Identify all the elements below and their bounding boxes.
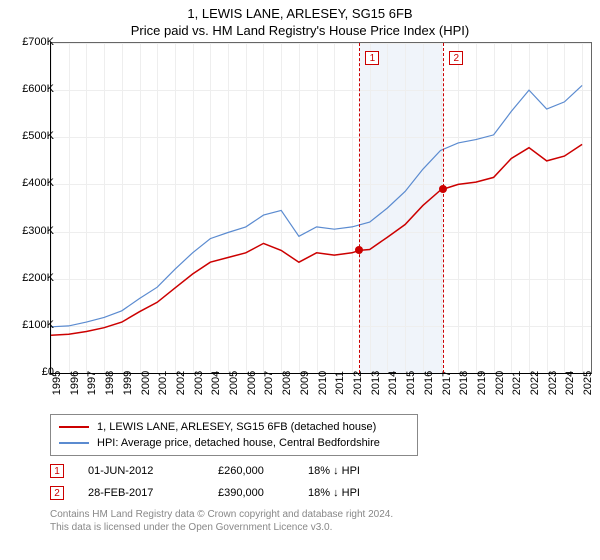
series-line-property — [51, 144, 582, 335]
x-axis-tick-label: 2021 — [511, 371, 523, 395]
chart-plot-area: 1995199619971998199920002001200220032004… — [50, 42, 592, 374]
x-axis-tick-label: 2001 — [157, 371, 169, 395]
legend-swatch — [59, 442, 89, 444]
x-axis-tick-label: 2004 — [210, 371, 222, 395]
sale-delta: 18% ↓ HPI — [308, 487, 438, 499]
sale-row-marker: 2 — [50, 486, 64, 500]
legend-swatch — [59, 426, 89, 428]
series-line-hpi — [51, 85, 582, 326]
y-axis-tick-label: £300K — [10, 225, 54, 237]
sale-marker-line — [359, 43, 360, 373]
x-axis-tick-label: 2023 — [547, 371, 559, 395]
y-axis-tick-label: £0 — [10, 366, 54, 378]
x-axis-tick-label: 2007 — [263, 371, 275, 395]
x-axis-tick-label: 2000 — [140, 371, 152, 395]
y-axis-tick-label: £400K — [10, 177, 54, 189]
x-axis-tick-label: 2010 — [317, 371, 329, 395]
attribution-line-1: Contains HM Land Registry data © Crown c… — [50, 508, 600, 521]
x-axis-tick-label: 1998 — [104, 371, 116, 395]
sale-row: 1 01-JUN-2012£260,00018% ↓ HPI — [50, 460, 600, 482]
chart-title: 1, LEWIS LANE, ARLESEY, SG15 6FB — [0, 0, 600, 21]
x-axis-tick-label: 2018 — [458, 371, 470, 395]
chart-lines — [51, 43, 591, 373]
x-axis-tick-label: 2022 — [529, 371, 541, 395]
y-axis-tick-label: £700K — [10, 36, 54, 48]
legend-label: HPI: Average price, detached house, Cent… — [97, 437, 380, 449]
x-axis-tick-label: 1997 — [86, 371, 98, 395]
sale-date: 28-FEB-2017 — [88, 487, 218, 499]
sale-row: 2 28-FEB-2017£390,00018% ↓ HPI — [50, 482, 600, 504]
sale-marker-line — [443, 43, 444, 373]
x-axis-tick-label: 2012 — [352, 371, 364, 395]
x-axis-tick-label: 2006 — [246, 371, 258, 395]
y-axis-tick-label: £100K — [10, 319, 54, 331]
sale-data-point — [439, 185, 447, 193]
x-axis-tick-label: 2011 — [334, 371, 346, 395]
attribution-text: Contains HM Land Registry data © Crown c… — [50, 508, 600, 534]
x-axis-tick-label: 2020 — [494, 371, 506, 395]
x-axis-tick-label: 2008 — [281, 371, 293, 395]
sale-date: 01-JUN-2012 — [88, 465, 218, 477]
legend-label: 1, LEWIS LANE, ARLESEY, SG15 6FB (detach… — [97, 421, 376, 433]
x-axis-tick-label: 2005 — [228, 371, 240, 395]
sale-data-point — [355, 246, 363, 254]
y-axis-tick-label: £200K — [10, 272, 54, 284]
x-axis-tick-label: 2025 — [582, 371, 594, 395]
chart-legend: 1, LEWIS LANE, ARLESEY, SG15 6FB (detach… — [50, 414, 418, 456]
x-axis-tick-label: 2016 — [423, 371, 435, 395]
x-axis-tick-label: 2014 — [387, 371, 399, 395]
x-axis-tick-label: 2009 — [299, 371, 311, 395]
legend-item: 1, LEWIS LANE, ARLESEY, SG15 6FB (detach… — [59, 419, 409, 435]
chart-subtitle: Price paid vs. HM Land Registry's House … — [0, 21, 600, 42]
x-axis-tick-label: 2013 — [370, 371, 382, 395]
x-axis-tick-label: 2015 — [405, 371, 417, 395]
attribution-line-2: This data is licensed under the Open Gov… — [50, 521, 600, 534]
x-axis-tick-label: 2002 — [175, 371, 187, 395]
sale-delta: 18% ↓ HPI — [308, 465, 438, 477]
x-axis-tick-label: 2017 — [441, 371, 453, 395]
x-axis-tick-label: 1996 — [69, 371, 81, 395]
sales-table: 1 01-JUN-2012£260,00018% ↓ HPI 2 28-FEB-201… — [50, 460, 600, 504]
x-axis-tick-label: 1999 — [122, 371, 134, 395]
y-axis-tick-label: £500K — [10, 130, 54, 142]
sale-price: £260,000 — [218, 465, 308, 477]
sale-row-marker: 1 — [50, 464, 64, 478]
x-axis-tick-label: 2003 — [193, 371, 205, 395]
sale-price: £390,000 — [218, 487, 308, 499]
sale-marker-box: 1 — [365, 51, 379, 65]
x-axis-tick-label: 2019 — [476, 371, 488, 395]
y-axis-tick-label: £600K — [10, 83, 54, 95]
x-axis-tick-label: 2024 — [564, 371, 576, 395]
sale-marker-box: 2 — [449, 51, 463, 65]
legend-item: HPI: Average price, detached house, Cent… — [59, 435, 409, 451]
